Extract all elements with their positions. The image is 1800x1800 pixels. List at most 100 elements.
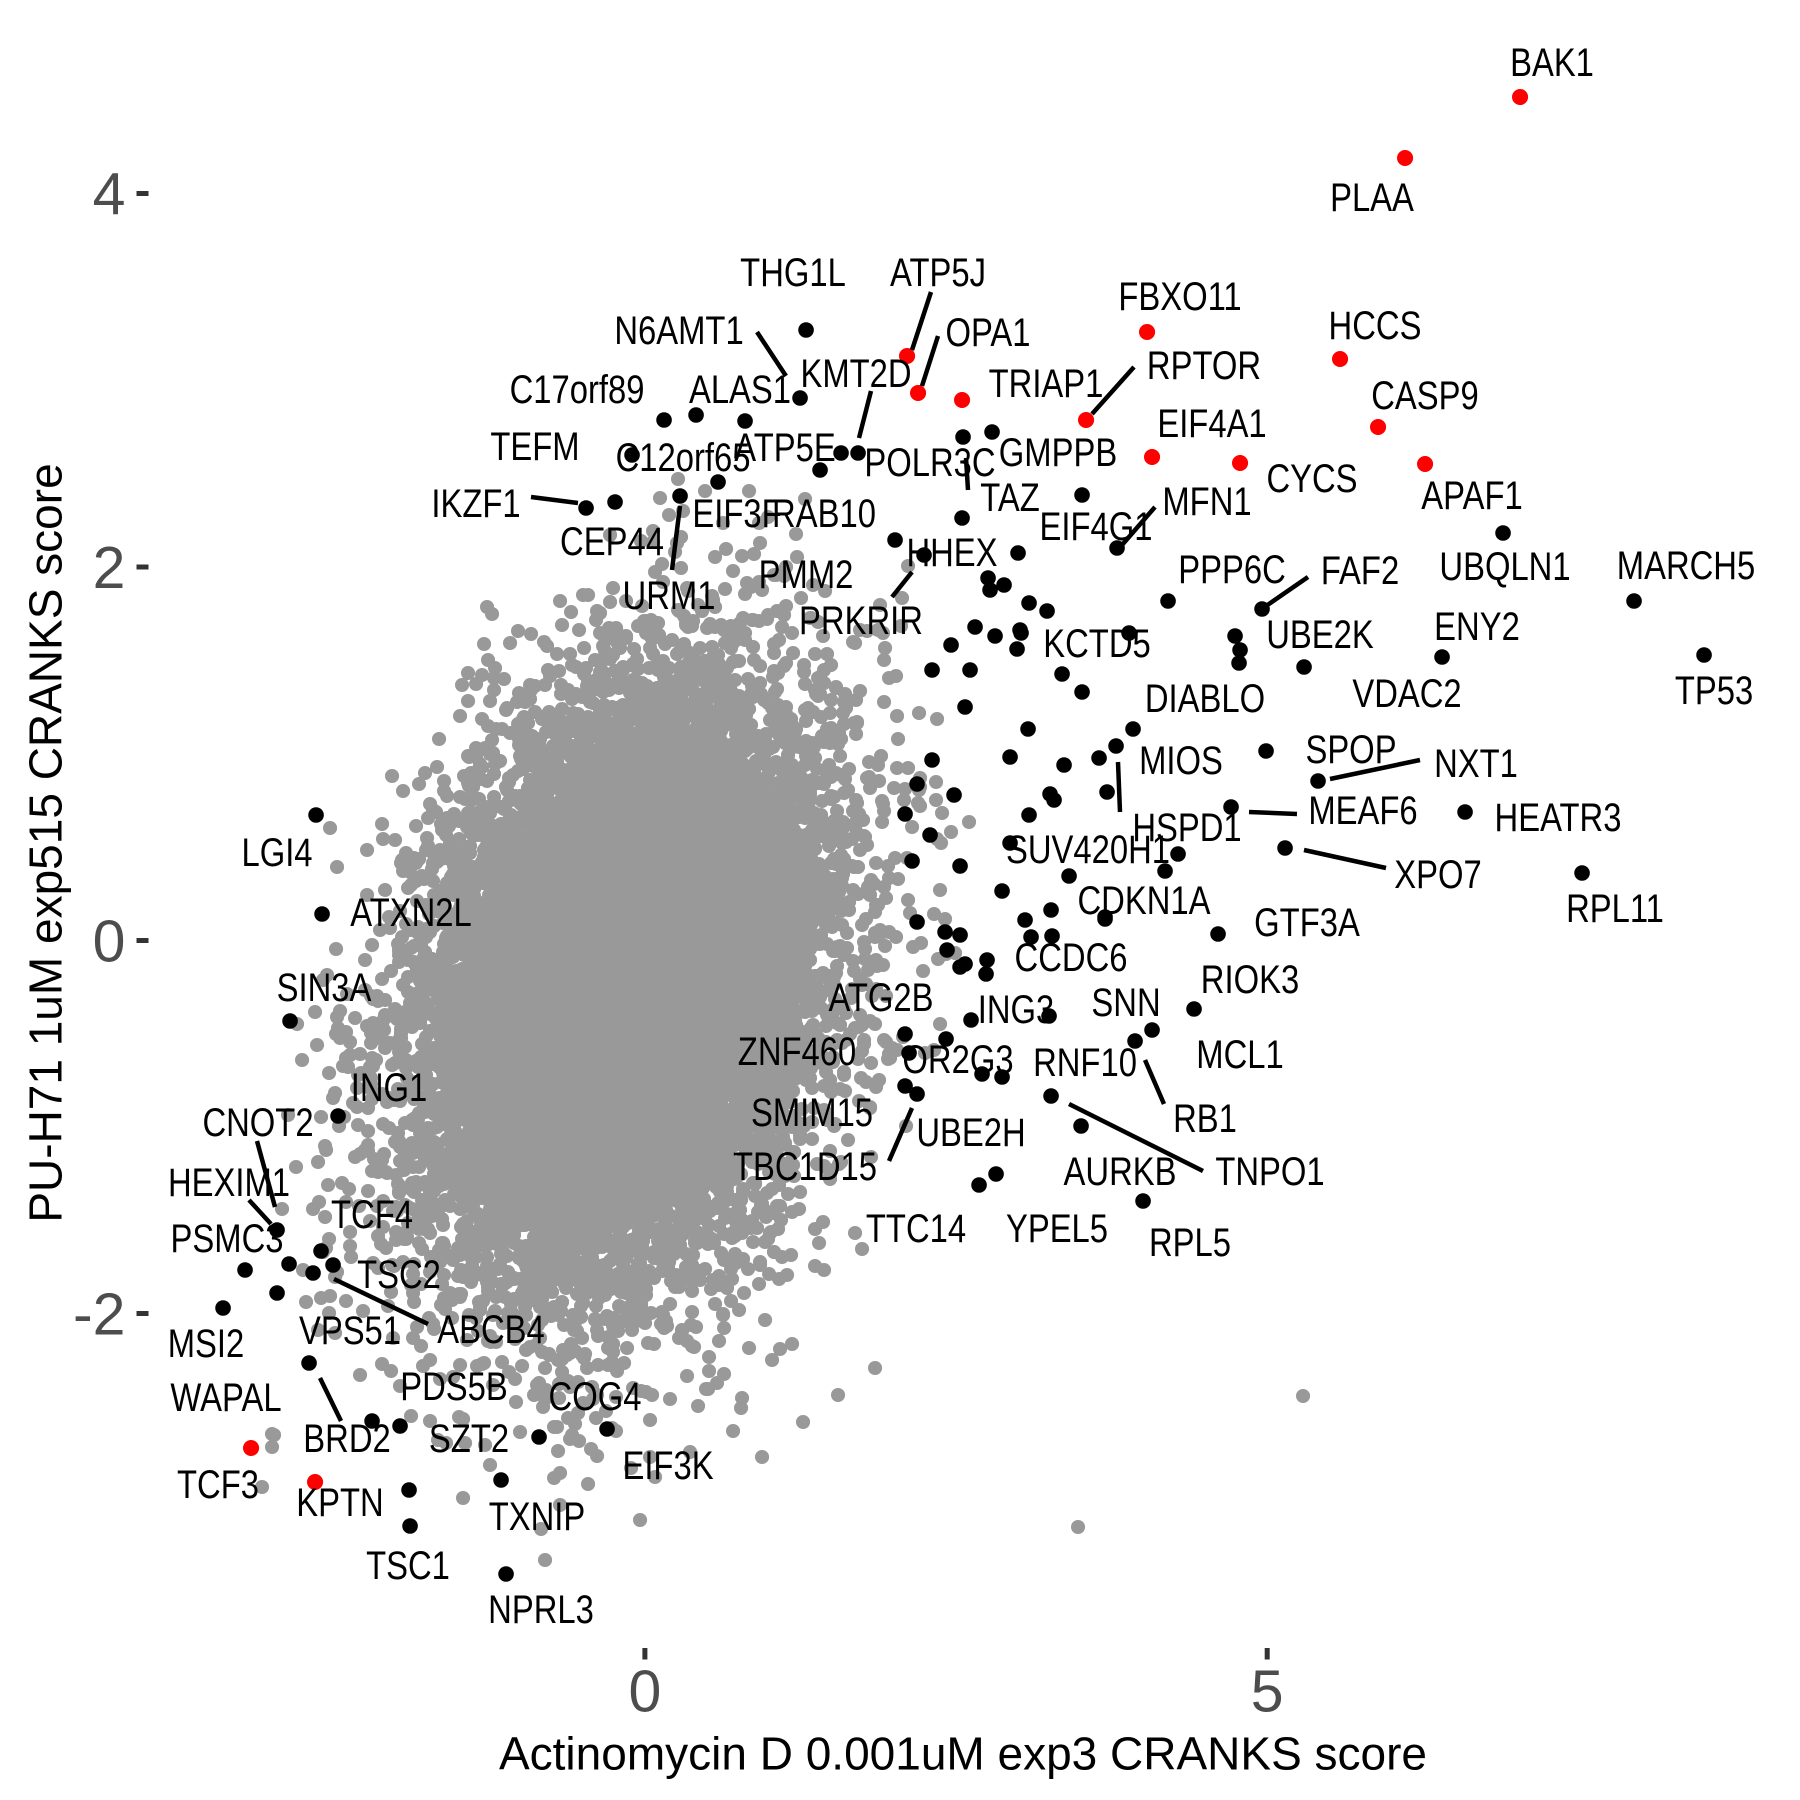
svg-text:TRIAP1: TRIAP1 (989, 361, 1104, 406)
svg-text:RPTOR: RPTOR (1147, 343, 1261, 388)
svg-text:MFN1: MFN1 (1162, 479, 1251, 524)
svg-text:ATP5J: ATP5J (890, 250, 986, 295)
svg-text:FAF2: FAF2 (1321, 548, 1399, 593)
svg-text:5: 5 (1251, 1659, 1284, 1725)
svg-text:C12orf65: C12orf65 (616, 435, 751, 480)
svg-text:RPL11: RPL11 (1566, 886, 1664, 931)
svg-text:PRKRIR: PRKRIR (799, 598, 923, 643)
svg-text:CASP9: CASP9 (1371, 373, 1479, 418)
svg-text:SMIM15: SMIM15 (751, 1090, 873, 1135)
svg-text:ING3: ING3 (978, 987, 1055, 1032)
svg-text:SPOP: SPOP (1305, 727, 1396, 772)
svg-text:LGI4: LGI4 (241, 830, 312, 875)
svg-text:EIF4A1: EIF4A1 (1157, 401, 1266, 446)
svg-text:CNOT2: CNOT2 (202, 1100, 313, 1145)
svg-text:KMT2D: KMT2D (800, 351, 911, 396)
svg-text:OPA1: OPA1 (945, 310, 1030, 355)
svg-text:URM1: URM1 (623, 573, 716, 618)
svg-text:XPO7: XPO7 (1394, 852, 1481, 897)
svg-text:ZNF460: ZNF460 (738, 1029, 856, 1074)
svg-text:MCL1: MCL1 (1196, 1032, 1283, 1077)
svg-text:UBE2K: UBE2K (1266, 612, 1374, 657)
svg-text:-2: -2 (73, 1282, 125, 1348)
svg-text:HEATR3: HEATR3 (1495, 795, 1622, 840)
svg-text:COG4: COG4 (549, 1374, 642, 1419)
svg-text:VDAC2: VDAC2 (1352, 671, 1461, 716)
svg-text:MIOS: MIOS (1139, 738, 1223, 783)
svg-text:BAK1: BAK1 (1510, 40, 1594, 85)
svg-text:EIF4G1: EIF4G1 (1040, 504, 1153, 549)
svg-text:BRD2: BRD2 (303, 1416, 390, 1461)
svg-text:UBQLN1: UBQLN1 (1439, 544, 1570, 589)
svg-text:Actinomycin D 0.001uM exp3 CRA: Actinomycin D 0.001uM exp3 CRANKS score (499, 1728, 1427, 1780)
svg-text:TP53: TP53 (1675, 668, 1753, 713)
svg-text:EIF3K: EIF3K (622, 1443, 713, 1488)
svg-text:RNF10: RNF10 (1033, 1040, 1137, 1085)
svg-text:SIN3A: SIN3A (277, 965, 372, 1010)
svg-text:IKZF1: IKZF1 (431, 481, 520, 526)
svg-text:ING1: ING1 (351, 1065, 428, 1110)
svg-text:SZT2: SZT2 (429, 1416, 509, 1461)
svg-text:HHEX: HHEX (906, 530, 997, 575)
svg-text:C17orf89: C17orf89 (510, 367, 645, 412)
svg-text:MSI2: MSI2 (168, 1321, 245, 1366)
svg-text:OR2G3: OR2G3 (902, 1037, 1013, 1082)
svg-text:AURKB: AURKB (1064, 1149, 1177, 1194)
svg-text:PU-H71 1uM exp515 CRANKS score: PU-H71 1uM exp515 CRANKS score (20, 463, 72, 1222)
svg-text:TSC2: TSC2 (357, 1252, 441, 1297)
svg-text:TCF3: TCF3 (177, 1462, 259, 1507)
svg-text:KPTN: KPTN (296, 1480, 383, 1525)
svg-text:RAB10: RAB10 (772, 491, 876, 536)
svg-text:YPEL5: YPEL5 (1006, 1206, 1108, 1251)
svg-text:HCCS: HCCS (1329, 303, 1422, 348)
svg-text:VPS51: VPS51 (299, 1308, 401, 1353)
svg-text:RPL5: RPL5 (1149, 1220, 1231, 1265)
svg-text:GMPPB: GMPPB (999, 430, 1117, 475)
svg-text:UBE2H: UBE2H (916, 1110, 1025, 1155)
svg-text:CCDC6: CCDC6 (1015, 935, 1128, 980)
svg-text:EIF3F: EIF3F (692, 491, 781, 536)
svg-text:CEP44: CEP44 (560, 519, 664, 564)
svg-text:DIABLO: DIABLO (1145, 676, 1265, 721)
svg-text:HEXIM1: HEXIM1 (168, 1160, 290, 1205)
svg-text:PMM2: PMM2 (759, 552, 854, 597)
svg-text:RIOK3: RIOK3 (1201, 957, 1299, 1002)
svg-text:FBXO11: FBXO11 (1118, 274, 1241, 319)
svg-text:KCTD5: KCTD5 (1043, 621, 1150, 666)
svg-text:PLAA: PLAA (1330, 175, 1414, 220)
svg-text:0: 0 (628, 1659, 661, 1725)
svg-text:RB1: RB1 (1173, 1096, 1237, 1141)
svg-text:TEFM: TEFM (490, 424, 579, 469)
svg-text:TAZ: TAZ (980, 475, 1039, 520)
svg-text:TNPO1: TNPO1 (1215, 1149, 1324, 1194)
svg-text:N6AMT1: N6AMT1 (614, 308, 743, 353)
svg-text:TXNIP: TXNIP (489, 1494, 586, 1539)
svg-text:4: 4 (93, 162, 126, 228)
svg-text:ATG2B: ATG2B (828, 975, 933, 1020)
svg-text:ABCB4: ABCB4 (437, 1307, 545, 1352)
svg-text:GTF3A: GTF3A (1254, 900, 1360, 945)
svg-text:HSPD1: HSPD1 (1132, 805, 1241, 850)
svg-text:CDKN1A: CDKN1A (1077, 878, 1211, 923)
svg-text:NXT1: NXT1 (1434, 741, 1518, 786)
svg-text:SNN: SNN (1091, 980, 1160, 1025)
svg-text:PSMC3: PSMC3 (171, 1216, 284, 1261)
svg-text:POLR3C: POLR3C (864, 440, 995, 485)
svg-text:ENY2: ENY2 (1434, 604, 1520, 649)
svg-text:NPRL3: NPRL3 (488, 1587, 594, 1632)
svg-text:PDS5B: PDS5B (400, 1364, 508, 1409)
svg-text:MARCH5: MARCH5 (1617, 543, 1755, 588)
svg-text:0: 0 (93, 909, 126, 975)
svg-text:PPP6C: PPP6C (1178, 547, 1286, 592)
svg-text:ALAS1: ALAS1 (689, 367, 791, 412)
svg-text:SUV420H1: SUV420H1 (1006, 827, 1170, 872)
svg-text:TSC1: TSC1 (366, 1543, 450, 1588)
svg-text:THG1L: THG1L (740, 250, 846, 295)
svg-text:ATP5E: ATP5E (734, 425, 835, 470)
svg-text:WAPAL: WAPAL (170, 1375, 281, 1420)
svg-text:ATXN2L: ATXN2L (350, 890, 471, 935)
svg-text:TBC1D15: TBC1D15 (733, 1144, 877, 1189)
svg-text:APAF1: APAF1 (1421, 473, 1522, 518)
svg-text:2: 2 (93, 535, 126, 601)
svg-text:MEAF6: MEAF6 (1308, 788, 1417, 833)
